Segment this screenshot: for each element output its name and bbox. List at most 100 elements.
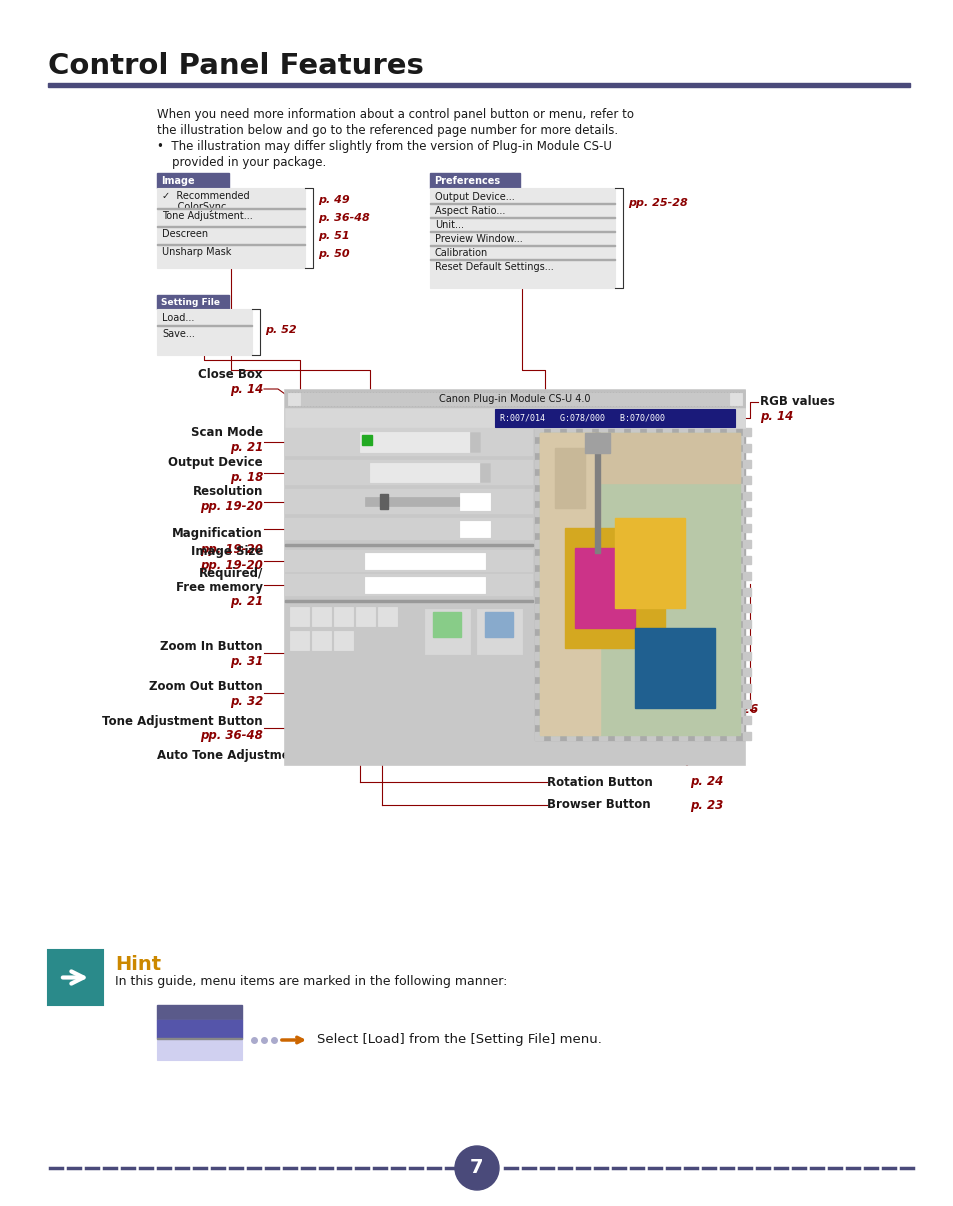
Bar	[734, 708, 742, 716]
Bar	[598, 589, 606, 596]
Bar	[590, 437, 598, 444]
Text: Image Size:: Image Size:	[294, 556, 348, 566]
Bar	[566, 652, 575, 660]
Bar	[622, 724, 630, 732]
Bar	[734, 500, 742, 508]
Bar	[558, 724, 566, 732]
Bar	[542, 500, 551, 508]
Bar	[542, 692, 551, 699]
Bar	[630, 668, 639, 677]
Bar	[622, 596, 630, 604]
Bar	[742, 492, 750, 500]
Bar	[655, 724, 662, 732]
Bar	[655, 548, 662, 556]
Bar	[582, 492, 590, 500]
Bar	[662, 589, 670, 596]
Text: Save...: Save...	[162, 1040, 197, 1050]
Bar	[630, 444, 639, 452]
Bar	[495, 409, 734, 427]
Bar	[726, 444, 734, 452]
Bar	[377, 607, 396, 626]
Bar	[566, 604, 575, 611]
Bar	[598, 523, 606, 532]
Bar	[535, 668, 542, 677]
Text: •  The illustration may differ slightly from the version of Plug-in Module CS-U: • The illustration may differ slightly f…	[157, 140, 611, 153]
Bar	[742, 636, 750, 644]
Bar	[726, 459, 734, 468]
Bar	[582, 589, 590, 596]
Text: Magnification:: Magnification:	[294, 525, 358, 533]
Bar	[558, 548, 566, 556]
Bar	[575, 724, 582, 732]
Bar	[535, 636, 542, 644]
Text: p. 32: p. 32	[230, 695, 263, 708]
Bar	[742, 716, 750, 724]
Bar	[598, 444, 606, 452]
Bar	[558, 500, 566, 508]
Bar	[710, 732, 719, 740]
Bar	[662, 508, 670, 516]
Bar	[551, 444, 558, 452]
Bar	[582, 572, 590, 580]
Text: Auto Tone Adjustment Button: Auto Tone Adjustment Button	[157, 749, 353, 762]
Bar	[670, 677, 679, 684]
Bar	[48, 83, 909, 87]
Text: p. 33: p. 33	[669, 732, 702, 744]
Bar	[590, 500, 598, 508]
Bar	[662, 604, 670, 611]
Bar	[606, 437, 615, 444]
Bar	[646, 540, 655, 548]
Bar	[655, 677, 662, 684]
Bar	[595, 433, 599, 554]
Bar	[622, 484, 630, 492]
Bar	[558, 532, 566, 540]
Bar	[639, 452, 646, 459]
Bar	[695, 716, 702, 724]
Bar	[710, 652, 719, 660]
Bar	[365, 497, 459, 507]
Text: p. 49: p. 49	[317, 195, 349, 205]
Text: 554 × 759: 554 × 759	[401, 556, 448, 566]
Bar	[719, 677, 726, 684]
Bar	[590, 580, 598, 589]
Bar	[590, 564, 598, 572]
Text: Unsharp Mask: Unsharp Mask	[162, 247, 232, 257]
Bar	[535, 492, 542, 500]
Bar	[639, 468, 646, 476]
Bar	[606, 580, 615, 589]
Bar	[542, 724, 551, 732]
Bar	[459, 521, 490, 537]
Bar	[662, 572, 670, 580]
Bar	[551, 684, 558, 692]
Bar	[582, 684, 590, 692]
Text: Tone Adjustment Button: Tone Adjustment Button	[102, 714, 263, 727]
Bar	[584, 433, 609, 453]
Bar	[575, 611, 582, 620]
Text: Control Panel Features: Control Panel Features	[48, 52, 423, 80]
Bar	[679, 572, 686, 580]
Bar	[710, 716, 719, 724]
Bar	[535, 508, 542, 516]
Text: 100: 100	[466, 525, 483, 533]
Bar	[361, 435, 372, 445]
Bar	[726, 668, 734, 677]
Bar	[686, 724, 695, 732]
Bar	[535, 540, 542, 548]
Bar	[479, 463, 490, 482]
Bar	[662, 636, 670, 644]
Bar	[551, 476, 558, 484]
Bar	[639, 548, 646, 556]
Bar	[615, 572, 622, 580]
Bar	[575, 548, 582, 556]
Bar	[639, 628, 646, 636]
Bar	[590, 611, 598, 620]
Bar	[734, 437, 742, 444]
Bar	[686, 564, 695, 572]
Bar	[430, 188, 615, 288]
Bar	[606, 548, 615, 556]
Text: pp. 25-28: pp. 25-28	[627, 198, 687, 207]
Bar	[655, 628, 662, 636]
Bar	[729, 393, 741, 405]
Bar	[710, 428, 719, 437]
Bar	[639, 580, 646, 589]
